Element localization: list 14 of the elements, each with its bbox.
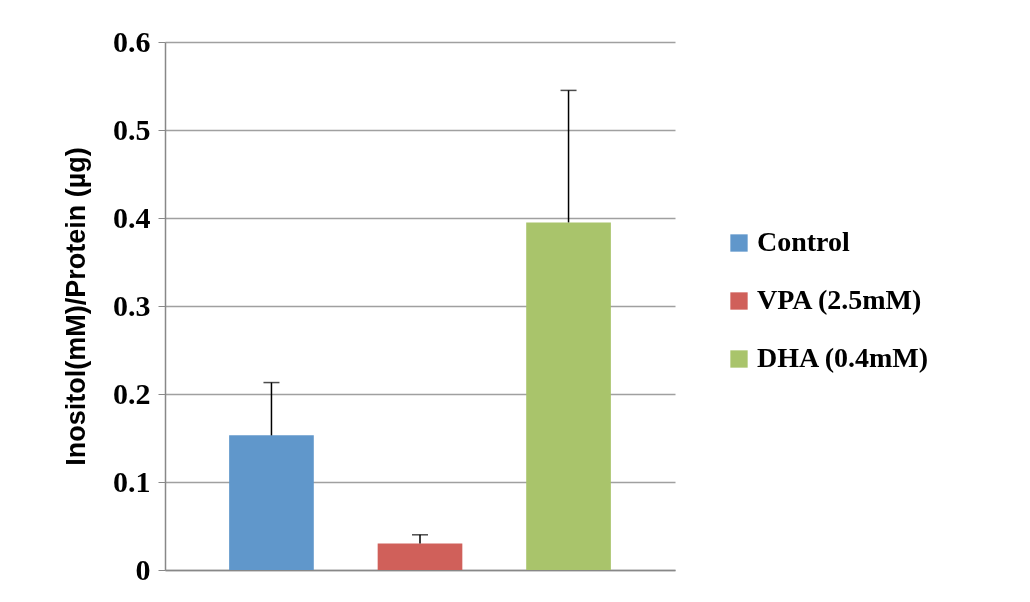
- y-tick-label: 0.4: [113, 200, 151, 234]
- y-tick-label: 0.1: [113, 464, 151, 498]
- bar: [377, 543, 463, 570]
- y-tick-label: 0.3: [113, 288, 151, 322]
- y-tick-label: 0.2: [113, 376, 151, 410]
- y-tick-label: 0.6: [113, 24, 151, 58]
- y-axis-title: Inositol(mM)/Protein (µg): [61, 147, 91, 466]
- bar: [229, 435, 314, 570]
- legend-label: VPA (2.5mM): [757, 284, 922, 315]
- y-tick-label: 0: [135, 552, 151, 586]
- y-tick-label: 0.5: [113, 112, 151, 146]
- legend-label: DHA (0.4mM): [757, 342, 929, 373]
- legend-label: Control: [757, 226, 851, 257]
- bar: [526, 222, 611, 570]
